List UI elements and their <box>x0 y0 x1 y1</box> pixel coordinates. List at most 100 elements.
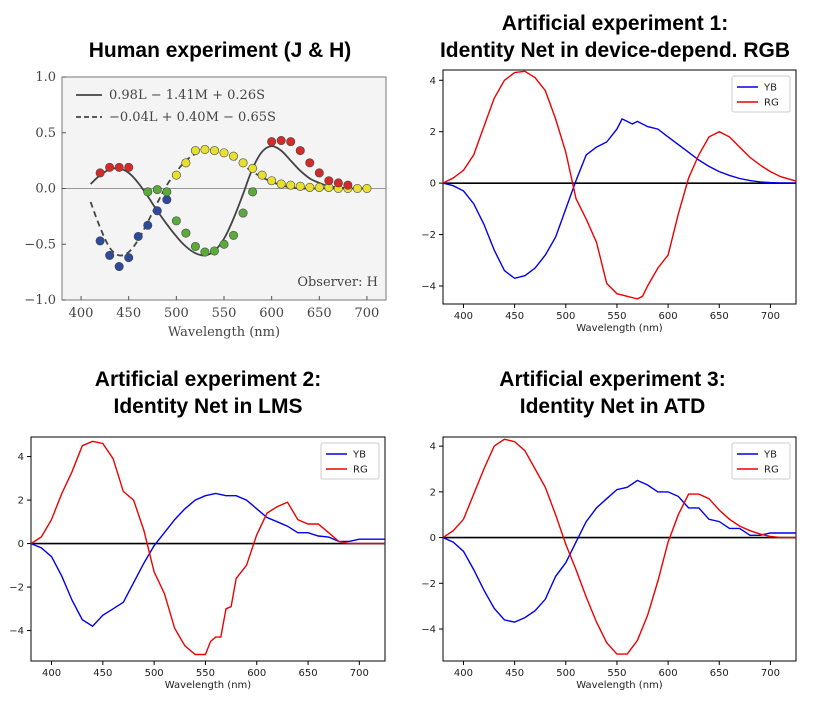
art2-xtick-label: 500 <box>145 668 164 679</box>
art3-legend-label-rg: RG <box>764 465 779 476</box>
title-art2-line1: Artificial experiment 2: <box>94 368 322 391</box>
human-data-point <box>95 236 105 246</box>
art2-xtick-label: 450 <box>93 668 112 679</box>
art2-chart: 4 2 0 −2 −4 400 450 500 550 600 650 700 Wavelength (… <box>9 436 386 691</box>
art3-legend-label-yb: YB <box>763 450 777 461</box>
human-data-point <box>257 170 267 180</box>
title-art2-line2: Identity Net in LMS <box>113 395 303 418</box>
art1-series-yb-line <box>442 117 797 280</box>
human-data-point <box>152 206 162 216</box>
art2-legend-label-rg: RG <box>353 465 368 476</box>
title-art1: Artificial experiment 1: Identity Net in… <box>405 10 825 64</box>
art2-xtick-label: 550 <box>196 668 215 679</box>
art3-xtick-label: 650 <box>710 668 729 679</box>
human-data-point <box>219 148 229 158</box>
art1-legend-box <box>731 75 791 113</box>
human-ytick-label: 1.0 <box>35 70 56 85</box>
human-data-point <box>314 182 324 192</box>
title-human: Human experiment (J & H) <box>88 39 352 62</box>
human-data-point <box>143 220 153 230</box>
art3-legend-box <box>731 442 791 480</box>
human-ytick-label: −0.5 <box>24 237 56 252</box>
human-data-point <box>124 162 134 172</box>
human-data-point <box>295 146 305 156</box>
art1-xtick-label: 550 <box>607 311 626 322</box>
human-data-point <box>362 184 372 194</box>
art3-series-yb-line <box>442 479 796 623</box>
human-xtick-label: 550 <box>212 306 237 321</box>
human-data-point <box>324 176 334 186</box>
art2-legend-label-yb: YB <box>352 450 366 461</box>
human-data-point <box>229 151 239 161</box>
human-data-point <box>314 168 324 178</box>
art3-xtick-label: 400 <box>454 668 473 679</box>
art2-xlabel: Wavelength (nm) <box>165 680 251 691</box>
human-ytick-label: 0.5 <box>35 126 56 141</box>
art3-xtick-label: 700 <box>761 668 780 679</box>
human-data-point <box>305 182 315 192</box>
human-xlabel: Wavelength (nm) <box>168 325 280 340</box>
human-data-point <box>200 247 210 257</box>
art3-xlabel: Wavelength (nm) <box>576 680 662 691</box>
human-data-point <box>133 231 143 241</box>
human-chart: 1.0 0.5 0.0 −0.5 −1.0 400 450 500 550 600 650 700 Wa… <box>24 70 387 340</box>
human-data-point <box>248 187 258 197</box>
human-data-point <box>95 168 105 178</box>
art1-xlabel: Wavelength (nm) <box>576 323 662 334</box>
art3-xtick-label: 550 <box>607 668 626 679</box>
art3-xtick-label: 450 <box>505 668 524 679</box>
human-data-point <box>286 137 296 147</box>
human-data-point <box>295 181 305 191</box>
human-data-point <box>190 146 200 156</box>
human-data-point <box>276 179 286 189</box>
human-data-point <box>162 195 172 205</box>
human-data-point <box>219 239 229 249</box>
human-data-point <box>143 187 153 197</box>
human-data-point <box>343 180 353 190</box>
art1-xtick-label: 650 <box>710 311 729 322</box>
title-art1-line2: Identity Net in device-depend. RGB <box>439 39 791 62</box>
human-data-point <box>238 208 248 218</box>
art1-chart: 4 2 0 −2 −4 400 450 500 550 600 650 700 Wavelength (… <box>421 69 797 334</box>
art2-xtick-label: 600 <box>247 668 266 679</box>
title-art3: Artificial experiment 3: Identity Net in… <box>405 366 820 420</box>
human-data-point <box>114 262 124 272</box>
human-observer-annotation: Observer: H <box>297 275 378 290</box>
human-data-point <box>333 178 343 188</box>
art2-legend-box <box>320 442 380 480</box>
human-data-point <box>267 176 277 186</box>
human-data-point <box>238 158 248 168</box>
human-xtick-label: 600 <box>259 306 284 321</box>
art1-legend-label-rg: RG <box>764 98 779 109</box>
human-data-point <box>190 241 200 251</box>
art2-series-rg-line <box>30 440 385 656</box>
art1-xtick-label: 450 <box>505 311 524 322</box>
art2-series-yb-line <box>30 492 385 628</box>
art3-ytick-label: 0 <box>430 533 436 544</box>
art1-ytick-label: 2 <box>430 127 436 138</box>
title-art2: Artificial experiment 2: Identity Net in… <box>0 366 416 420</box>
human-xtick-label: 500 <box>164 306 189 321</box>
human-ytick-label: 0.0 <box>35 182 56 197</box>
art1-xtick-label: 400 <box>454 311 473 322</box>
art3-xtick-label: 500 <box>556 668 575 679</box>
human-data-point <box>171 170 181 180</box>
human-xtick-label: 650 <box>307 306 332 321</box>
title-art1-line1: Artificial experiment 1: <box>501 12 729 35</box>
art3-chart: 4 2 0 −2 −4 400 450 500 550 600 650 700 Wavelength (… <box>421 436 797 691</box>
human-legend-solid-label: 0.98L − 1.41M + 0.26S <box>109 88 265 103</box>
art2-xtick-label: 650 <box>298 668 317 679</box>
art1-xtick-label: 600 <box>659 311 678 322</box>
human-ytick-label: −1.0 <box>24 293 56 308</box>
human-legend-dashed-label: −0.04L + 0.40M − 0.65S <box>109 110 276 125</box>
art3-series-rg-line <box>442 438 796 655</box>
art2-xtick-label: 700 <box>350 668 369 679</box>
human-data-point <box>286 180 296 190</box>
art2-ytick-label: −2 <box>9 583 24 594</box>
human-data-point <box>305 158 315 168</box>
human-data-point <box>267 137 277 147</box>
human-data-point <box>276 136 286 146</box>
human-data-point <box>248 163 258 173</box>
art1-xtick-label: 500 <box>556 311 575 322</box>
